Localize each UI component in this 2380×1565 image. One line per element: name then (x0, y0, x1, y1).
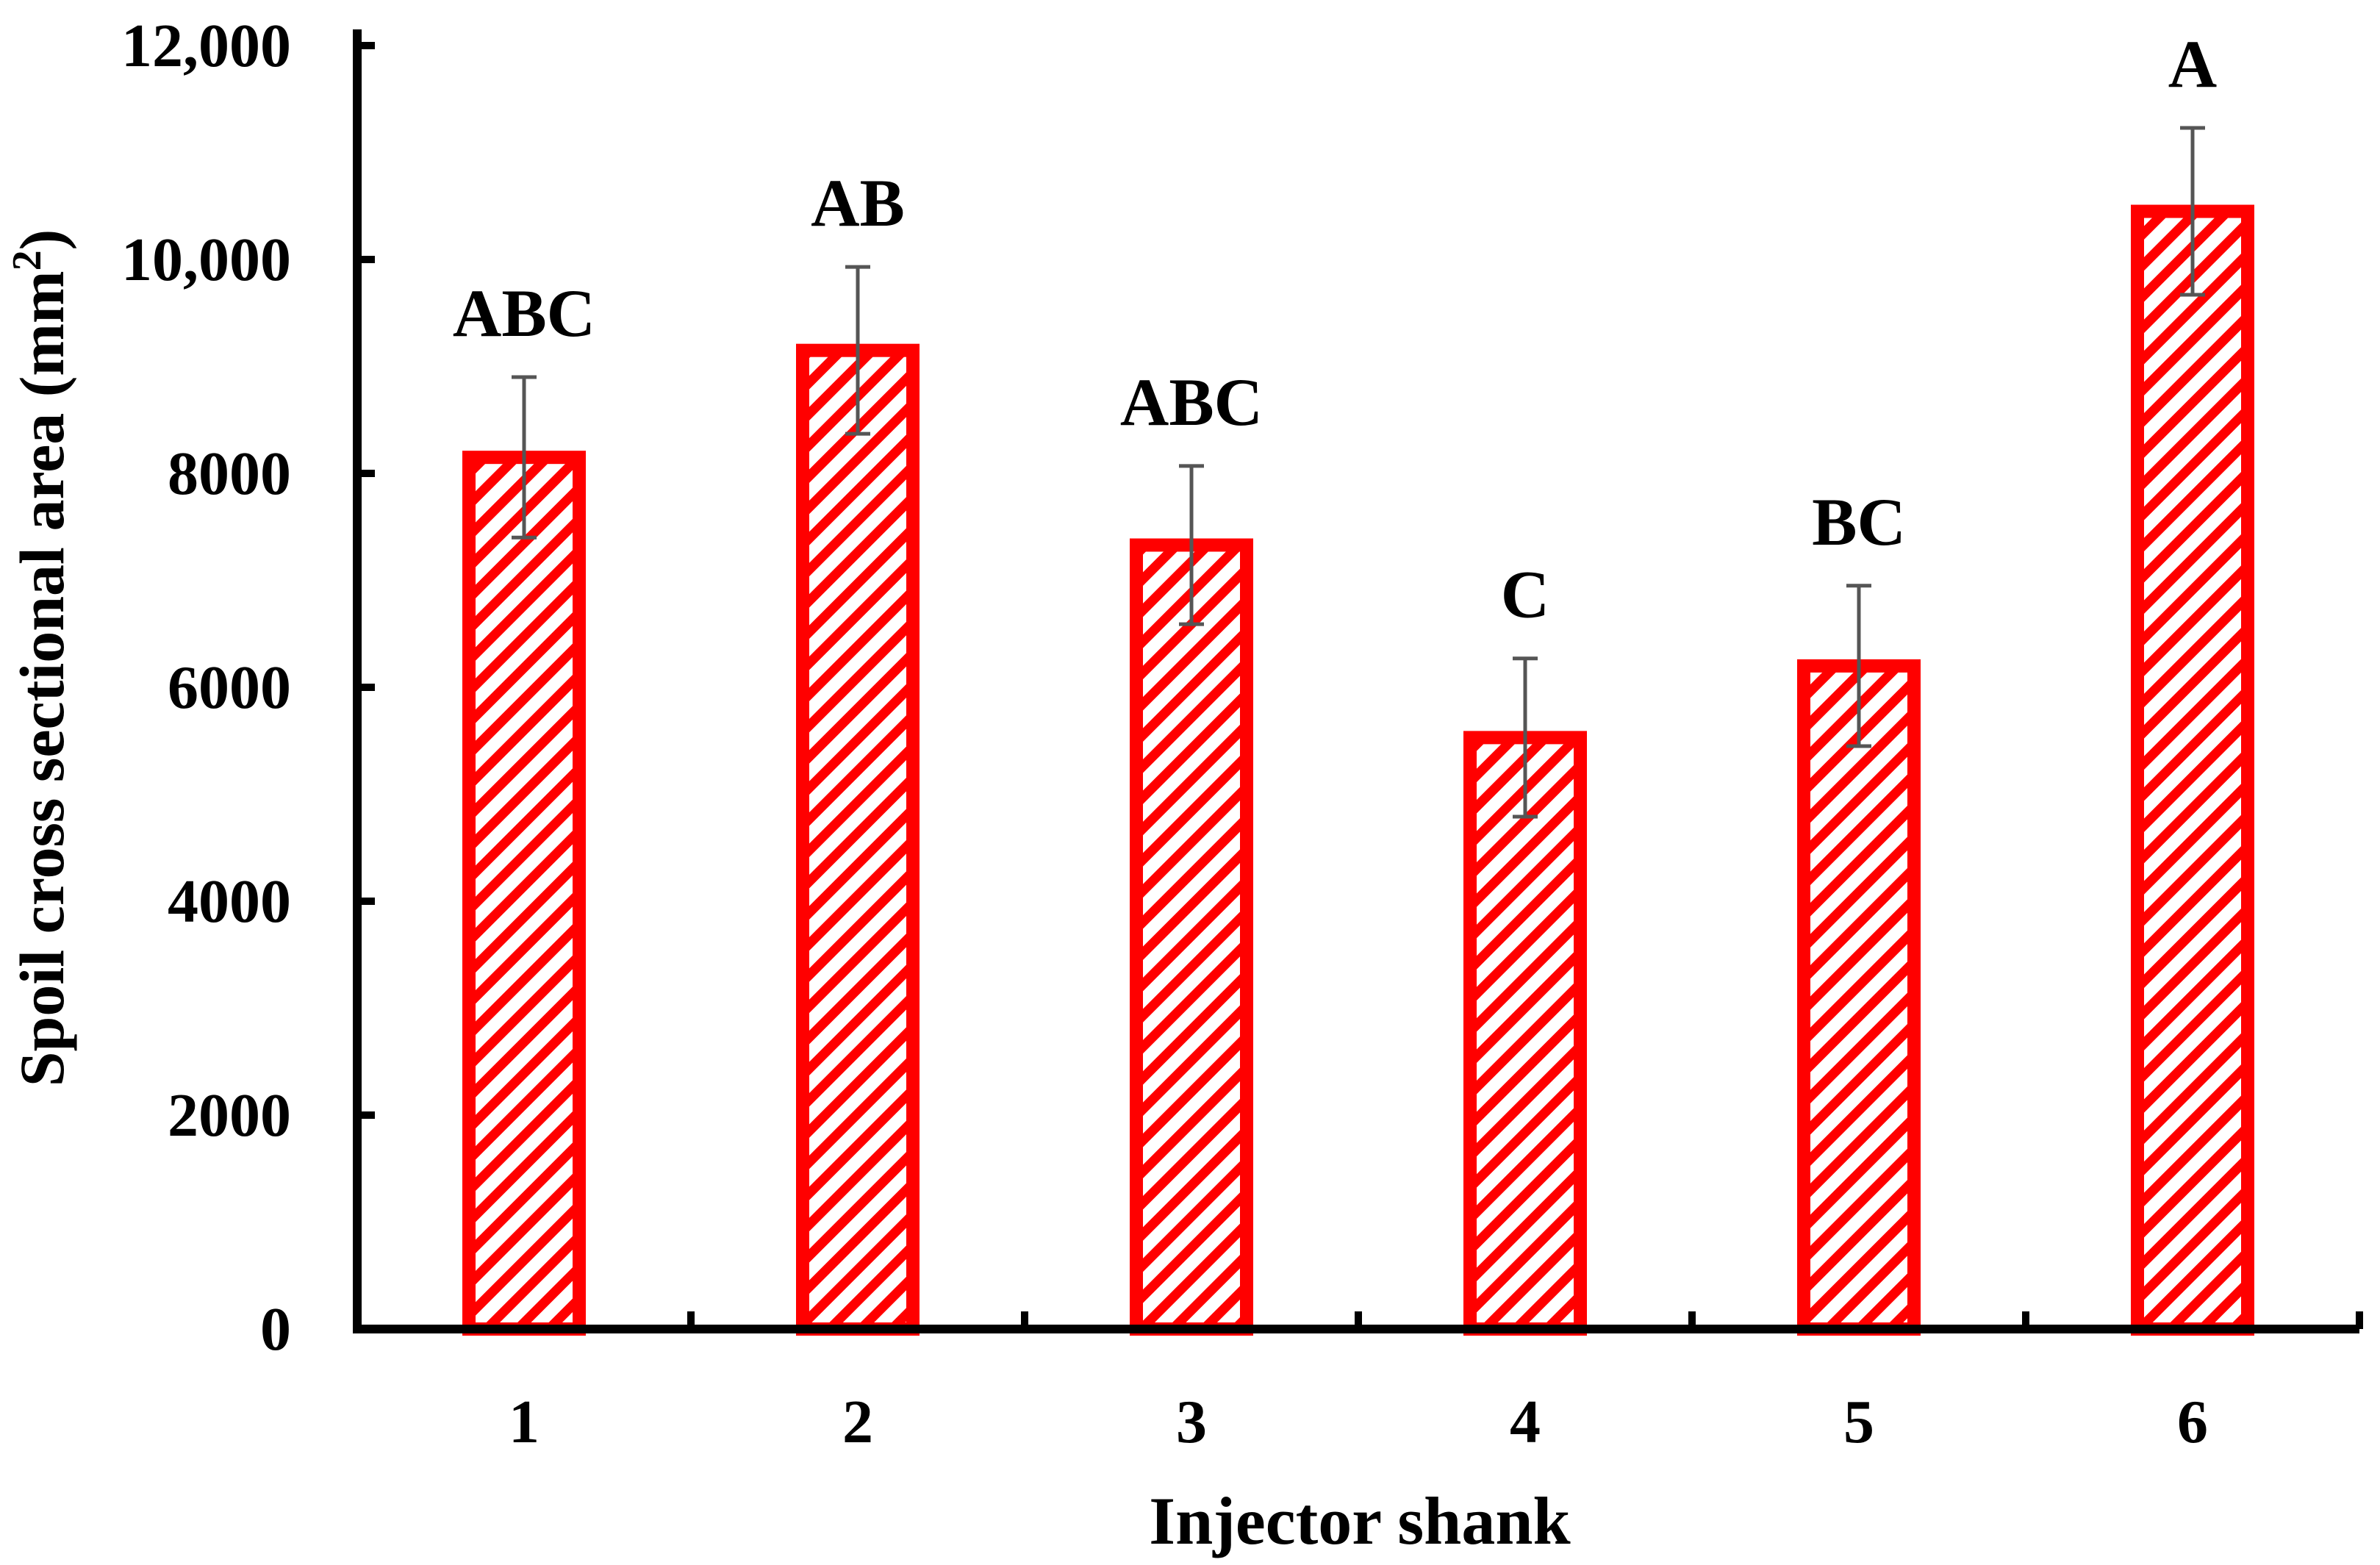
significance-letter-2: AB (811, 165, 905, 240)
y-tick-label-6000: 6000 (168, 653, 291, 722)
bar-4 (1463, 731, 1587, 1336)
y-tick-label-8000: 8000 (168, 440, 291, 508)
y-axis-title-main: Spoil cross sectional area (mm (7, 271, 77, 1086)
y-axis-title-tail: ) (7, 229, 77, 251)
y-tick-label-12000: 12,000 (121, 12, 291, 80)
bar-3 (1130, 538, 1253, 1336)
significance-letter-5: BC (1812, 484, 1906, 559)
significance-letter-4: C (1501, 557, 1549, 632)
significance-letter-3: ABC (1120, 365, 1263, 440)
x-tick-label-4: 4 (1510, 1388, 1541, 1456)
bars-layer (462, 204, 2254, 1336)
x-tick-label-5: 5 (1843, 1388, 1874, 1456)
y-axis-title: Spoil cross sectional area (mm2) (4, 229, 77, 1087)
bar-5 (1797, 659, 1921, 1336)
significance-letters-layer: ABC AB ABC C BC A (453, 26, 2217, 632)
significance-letter-1: ABC (453, 276, 595, 351)
x-tick-label-6: 6 (2177, 1388, 2208, 1456)
x-tick-label-2: 2 (842, 1388, 873, 1456)
axes-layer: 0 2000 4000 6000 8000 10,000 12,000 1 2 3 4 5 6 (121, 12, 2363, 1456)
y-tick-label-4000: 4000 (168, 867, 291, 936)
y-tick-label-10000: 10,000 (121, 226, 291, 294)
x-tick-label-3: 3 (1176, 1388, 1207, 1456)
bar-2 (796, 343, 920, 1336)
axis-labels-layer: Injector shank Spoil cross sectional are… (4, 229, 1571, 1558)
x-tick-label-1: 1 (509, 1388, 540, 1456)
error-bars-layer (512, 126, 2205, 819)
significance-letter-6: A (2168, 26, 2217, 101)
y-tick-label-2000: 2000 (168, 1081, 291, 1150)
x-axis-title: Injector shank (1149, 1483, 1571, 1558)
bar-6 (2131, 204, 2254, 1336)
y-axis-title-superscript: 2 (4, 250, 50, 271)
y-tick-label-0: 0 (260, 1295, 291, 1364)
bar-1 (462, 451, 586, 1336)
